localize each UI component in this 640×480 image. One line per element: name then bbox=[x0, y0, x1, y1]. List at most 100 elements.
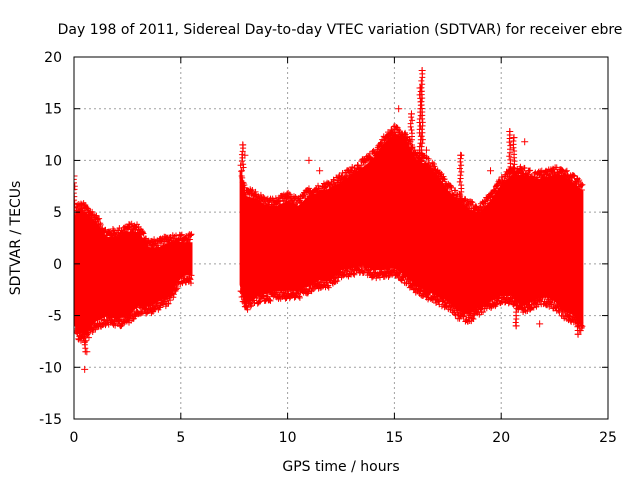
edge-marker-bottom bbox=[74, 329, 81, 336]
spike-column-marker bbox=[74, 209, 77, 211]
spike-column-marker bbox=[458, 168, 465, 175]
y-tick-label: 5 bbox=[53, 205, 62, 221]
edge-marker-top bbox=[187, 232, 194, 239]
edge-marker-top bbox=[339, 169, 346, 176]
spike-point bbox=[536, 320, 544, 328]
edge-marker-bottom bbox=[397, 268, 404, 275]
edge-marker-bottom bbox=[480, 308, 487, 315]
edge-marker-top bbox=[333, 174, 340, 181]
edge-marker-bottom bbox=[247, 303, 254, 310]
edge-marker-bottom bbox=[302, 283, 309, 290]
edge-marker-top bbox=[500, 181, 507, 188]
edge-marker-top bbox=[554, 169, 561, 176]
edge-marker-top bbox=[571, 173, 578, 180]
spike-column-marker bbox=[510, 164, 517, 171]
edge-marker-bottom bbox=[334, 277, 341, 284]
y-tick-label: -15 bbox=[39, 412, 62, 428]
spike-column-marker bbox=[74, 176, 77, 183]
y-tick-label: -10 bbox=[39, 360, 62, 376]
edge-marker-bottom bbox=[537, 297, 544, 304]
edge-marker-top bbox=[323, 187, 330, 194]
y-tick-label: 0 bbox=[53, 257, 62, 273]
spike-column-marker bbox=[239, 154, 246, 161]
x-tick-label: 10 bbox=[279, 430, 297, 446]
edge-marker-top bbox=[378, 139, 385, 146]
edge-marker-bottom bbox=[74, 320, 79, 327]
spike-column-marker bbox=[416, 126, 423, 133]
spike-point bbox=[74, 185, 78, 193]
x-tick-label: 5 bbox=[176, 430, 185, 446]
edge-marker-bottom bbox=[555, 307, 562, 314]
y-axis-label: SDTVAR / TECUs bbox=[8, 181, 24, 296]
spike-column-marker bbox=[238, 151, 245, 158]
edge-marker-top bbox=[77, 200, 84, 207]
edge-marker-bottom bbox=[492, 301, 499, 308]
edge-marker-top bbox=[238, 168, 245, 175]
chart-title: Day 198 of 2011, Sidereal Day-to-day VTE… bbox=[58, 22, 623, 38]
spike-column-marker bbox=[458, 162, 465, 169]
axis-ticks: 0 5 10 15 20 25 -15 -10 -5 0 5 10 15 20 bbox=[39, 50, 617, 446]
edge-marker-top bbox=[249, 195, 256, 202]
edge-marker-top bbox=[527, 167, 534, 174]
edge-marker-bottom bbox=[539, 293, 546, 300]
edge-marker-top bbox=[93, 212, 100, 219]
edge-marker-bottom bbox=[305, 288, 312, 295]
edge-marker-bottom bbox=[170, 291, 177, 298]
edge-marker-bottom bbox=[470, 316, 477, 323]
edge-marker-top bbox=[489, 193, 496, 200]
edge-marker-bottom bbox=[551, 297, 558, 304]
edge-marker-top bbox=[484, 197, 491, 204]
edge-marker-bottom bbox=[286, 295, 293, 302]
edge-marker-top bbox=[555, 173, 562, 180]
edge-marker-top bbox=[473, 203, 480, 210]
x-tick-label: 0 bbox=[70, 430, 79, 446]
spike-column-marker bbox=[74, 220, 77, 222]
edge-marker-bottom bbox=[470, 311, 477, 318]
edge-marker-bottom bbox=[138, 308, 145, 315]
edge-marker-top bbox=[448, 184, 455, 191]
edge-marker-top bbox=[357, 166, 364, 173]
spike-column-marker bbox=[74, 189, 77, 191]
edge-marker-top bbox=[84, 205, 91, 212]
spike-column-marker bbox=[511, 171, 518, 178]
spike-column-marker bbox=[458, 152, 465, 159]
spike-column-marker bbox=[74, 224, 77, 231]
spike-column-marker bbox=[74, 179, 77, 186]
edge-marker-top bbox=[403, 133, 410, 140]
edge-marker-top bbox=[241, 182, 248, 189]
edge-marker-top bbox=[239, 174, 246, 181]
spike-point bbox=[316, 167, 324, 175]
edge-marker-top bbox=[370, 156, 377, 163]
edge-marker-top bbox=[341, 175, 348, 182]
spike-column-marker bbox=[506, 167, 513, 174]
edge-marker-top bbox=[579, 181, 586, 188]
edge-marker-top bbox=[531, 170, 538, 177]
edge-marker-bottom bbox=[241, 299, 248, 306]
spike-column-marker bbox=[513, 322, 520, 329]
spike-column-marker bbox=[408, 127, 415, 134]
spike-column-marker bbox=[409, 117, 416, 124]
spike-column-marker bbox=[82, 348, 89, 355]
spike-point bbox=[81, 365, 89, 373]
edge-marker-top bbox=[452, 187, 459, 194]
spike-column-marker bbox=[458, 195, 465, 202]
edge-marker-bottom bbox=[238, 288, 245, 295]
y-tick-label: 10 bbox=[44, 153, 62, 169]
edge-marker-bottom bbox=[391, 263, 398, 270]
edge-marker-top bbox=[316, 185, 323, 192]
edge-marker-bottom bbox=[528, 301, 535, 308]
spike-column-marker bbox=[456, 178, 463, 185]
edge-marker-top bbox=[517, 165, 524, 172]
edge-marker-bottom bbox=[250, 297, 257, 304]
edge-marker-bottom bbox=[101, 316, 108, 323]
edge-marker-top bbox=[446, 188, 453, 195]
spike-column-marker bbox=[458, 182, 465, 189]
edge-marker-top bbox=[380, 142, 387, 149]
x-axis-label: GPS time / hours bbox=[282, 459, 399, 475]
edge-marker-bottom bbox=[525, 302, 532, 309]
edge-marker-top bbox=[260, 194, 267, 201]
x-tick-label: 20 bbox=[492, 430, 510, 446]
y-tick-label: 15 bbox=[44, 102, 62, 118]
spike-column-marker bbox=[457, 172, 464, 179]
